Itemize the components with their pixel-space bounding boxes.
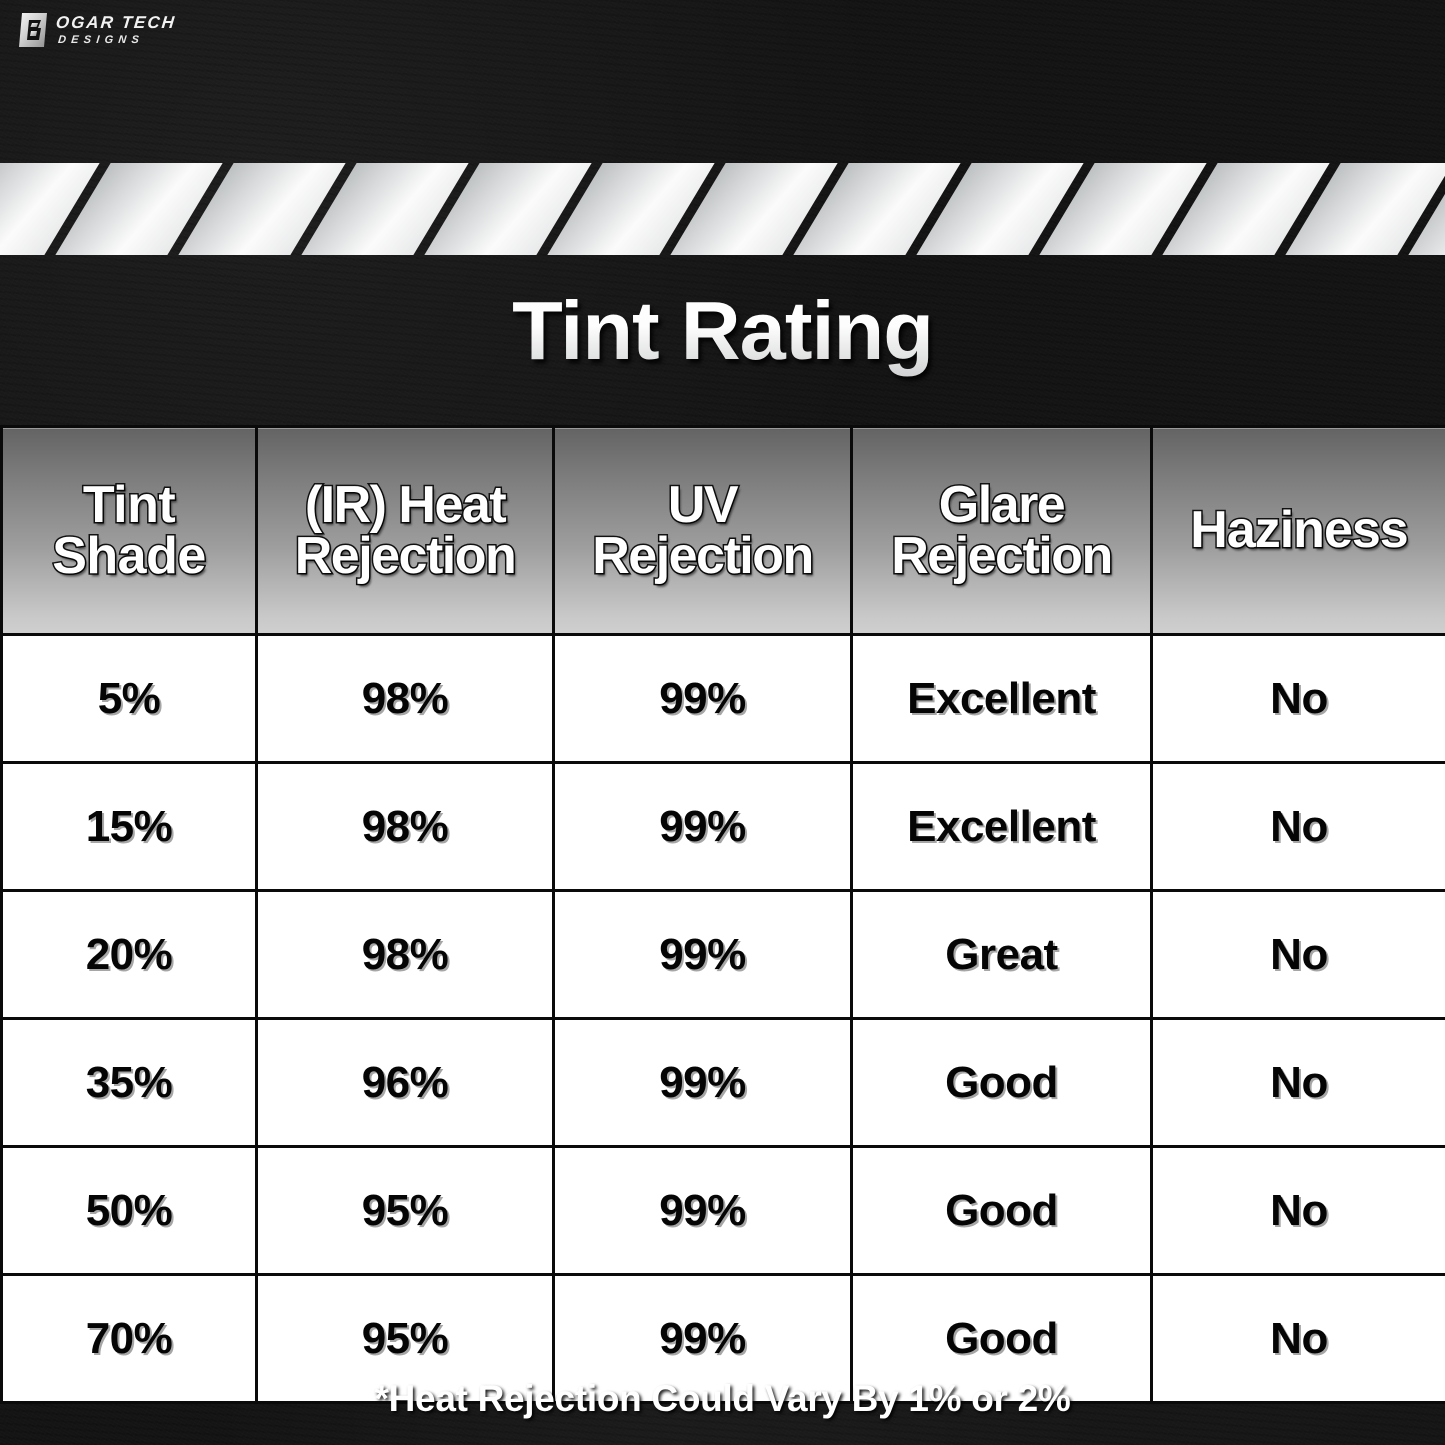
column-header-line: Rejection [293, 526, 518, 585]
column-header-haziness: Haziness [1150, 425, 1445, 636]
cell-glare-rejection: Good [850, 1017, 1153, 1148]
column-header-line: Haziness [1189, 501, 1410, 560]
brand-line-1: OGAR TECH [55, 13, 177, 32]
column-header-line: Shade [51, 526, 208, 585]
column-header-line: Glare [937, 475, 1067, 534]
table-row: 15% 98% 99% Excellent No [0, 761, 1445, 892]
cell-heat-rejection: 96% [255, 1017, 555, 1148]
column-header-glare-rejection: Glare Rejection [850, 425, 1153, 636]
cell-heat-rejection: 95% [255, 1145, 555, 1276]
cell-haziness: No [1150, 761, 1445, 892]
cell-tint-shade: 5% [0, 633, 258, 764]
page-title: Tint Rating [0, 283, 1445, 379]
brand-line-2: DESIGNS [57, 34, 145, 46]
brand-wordmark: OGAR TECH DESIGNS [55, 13, 177, 46]
brand-logo: OGAR TECH DESIGNS [14, 9, 177, 51]
table-row: 20% 98% 99% Great No [0, 889, 1445, 1020]
cell-uv-rejection: 99% [552, 633, 853, 764]
cell-uv-rejection: 99% [552, 1017, 853, 1148]
column-header-line: (IR) Heat [303, 475, 508, 534]
cell-haziness: No [1150, 1017, 1445, 1148]
table-row: 35% 96% 99% Good No [0, 1017, 1445, 1148]
cell-haziness: No [1150, 1145, 1445, 1276]
cell-haziness: No [1150, 889, 1445, 1020]
cell-tint-shade: 15% [0, 761, 258, 892]
table-body: 5% 98% 99% Excellent No 15% 98% 99% Exce… [0, 633, 1445, 1404]
cell-tint-shade: 35% [0, 1017, 258, 1148]
table-row: 70% 95% 99% Good No [0, 1273, 1445, 1404]
column-header-line: Tint [81, 475, 177, 534]
tint-rating-table-wrap: Tint Shade (IR) Heat Rejection UV Reject… [0, 425, 1445, 1404]
cell-heat-rejection: 95% [255, 1273, 555, 1404]
table-header-row: Tint Shade (IR) Heat Rejection UV Reject… [0, 425, 1445, 636]
cell-glare-rejection: Good [850, 1145, 1153, 1276]
cell-heat-rejection: 98% [255, 889, 555, 1020]
cell-tint-shade: 20% [0, 889, 258, 1020]
column-header-line: UV [666, 475, 740, 534]
cell-haziness: No [1150, 1273, 1445, 1404]
cell-heat-rejection: 98% [255, 633, 555, 764]
column-header-uv-rejection: UV Rejection [552, 425, 853, 636]
column-header-line: Rejection [591, 526, 816, 585]
column-header-line: Rejection [890, 526, 1115, 585]
cell-uv-rejection: 99% [552, 761, 853, 892]
table-row: 50% 95% 99% Good No [0, 1145, 1445, 1276]
cell-glare-rejection: Excellent [850, 761, 1153, 892]
bogar-b-logo-icon [14, 10, 54, 50]
footer-note: *Heat Rejection Could Vary By 1% or 2% [374, 1378, 1071, 1419]
cell-uv-rejection: 99% [552, 1273, 853, 1404]
cell-glare-rejection: Good [850, 1273, 1153, 1404]
cell-glare-rejection: Excellent [850, 633, 1153, 764]
cell-tint-shade: 70% [0, 1273, 258, 1404]
cell-heat-rejection: 98% [255, 761, 555, 892]
cell-glare-rejection: Great [850, 889, 1153, 1020]
tint-rating-table: Tint Shade (IR) Heat Rejection UV Reject… [0, 425, 1445, 1404]
diagonal-stripe-banner [0, 163, 1445, 255]
cell-tint-shade: 50% [0, 1145, 258, 1276]
table-header: Tint Shade (IR) Heat Rejection UV Reject… [0, 425, 1445, 636]
cell-uv-rejection: 99% [552, 889, 853, 1020]
column-header-tint-shade: Tint Shade [0, 425, 258, 636]
column-header-heat-rejection: (IR) Heat Rejection [255, 425, 555, 636]
cell-uv-rejection: 99% [552, 1145, 853, 1276]
table-row: 5% 98% 99% Excellent No [0, 633, 1445, 764]
cell-haziness: No [1150, 633, 1445, 764]
